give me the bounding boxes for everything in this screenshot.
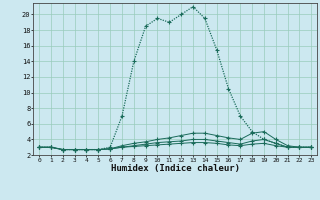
X-axis label: Humidex (Indice chaleur): Humidex (Indice chaleur): [111, 164, 240, 173]
